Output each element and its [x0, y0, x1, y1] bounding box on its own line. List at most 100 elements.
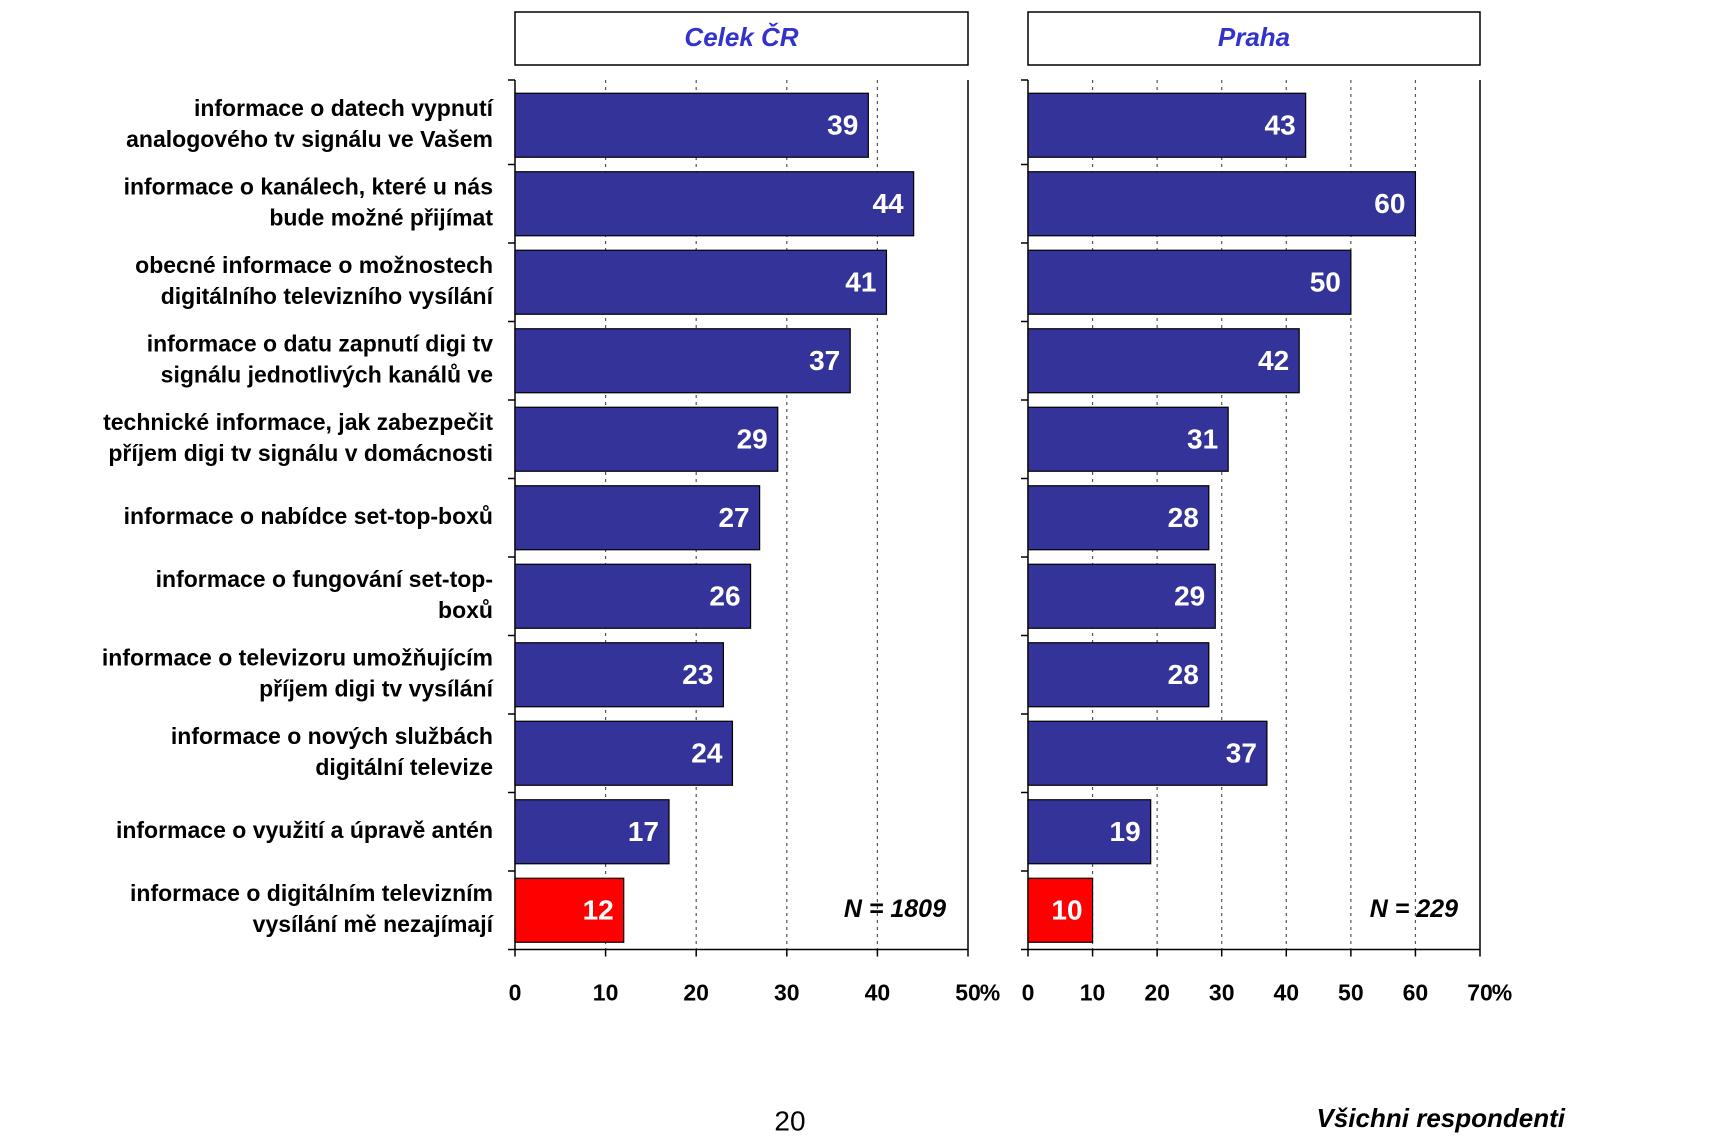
bar	[1027, 406, 1229, 472]
category-label-line: signálu jednotlivých kanálů ve	[161, 361, 493, 387]
x-tick-label: 30	[1209, 980, 1235, 1006]
x-tick-label: 40	[865, 980, 891, 1006]
x-tick-label: 10	[1080, 980, 1106, 1006]
value-label: 10	[1051, 895, 1082, 926]
value-label: 26	[709, 581, 740, 612]
category-label: informace o televizoru umožňujícím příjem…	[102, 644, 495, 701]
bar	[1027, 328, 1300, 394]
value-label: 44	[872, 188, 904, 219]
x-tick-label: 20	[1144, 980, 1170, 1006]
value-label: 27	[718, 502, 749, 533]
value-label: 42	[1258, 345, 1289, 376]
bar	[514, 485, 761, 551]
bar	[514, 563, 752, 629]
bar	[514, 799, 670, 865]
value-label: 60	[1374, 188, 1405, 219]
category-label: informace o kanálech, které u nás bude mo…	[124, 173, 494, 230]
value-label: 37	[809, 345, 840, 376]
category-label-line: informace o datu zapnutí digi tv	[147, 330, 494, 356]
value-label: 41	[845, 267, 876, 298]
x-tick-label: 50	[955, 980, 981, 1006]
value-label: 19	[1110, 816, 1141, 847]
x-tick-label: 20	[683, 980, 709, 1006]
category-label: obecné informace o možnostech digitálního…	[135, 252, 494, 309]
value-label: 23	[682, 659, 713, 690]
footer: Všichni respondenti	[1317, 1103, 1566, 1133]
bar	[1027, 92, 1307, 158]
category-label: informace o digitálním televizním vysílán…	[130, 880, 495, 937]
category-label-line: bude možné přijímat	[269, 204, 493, 230]
x-tick-label: 40	[1273, 980, 1299, 1006]
bar	[1027, 171, 1417, 237]
value-label: 37	[1226, 738, 1257, 769]
panel-title-box	[514, 11, 969, 66]
category-label-line: obecné informace o možnostech	[135, 252, 493, 278]
x-tick-label: 70	[1467, 980, 1493, 1006]
annotation: N = 229	[1370, 895, 1458, 923]
bar	[514, 249, 888, 315]
category-label: informace o datu zapnutí digi tv signálu …	[147, 330, 494, 387]
page-number: 20	[774, 1105, 805, 1136]
category-label: informace o nabídce set-top-boxů	[124, 503, 493, 529]
bar	[1027, 799, 1152, 865]
category-label-line: informace o digitálním televizním	[130, 880, 493, 906]
bar	[1027, 563, 1216, 629]
value-label: 28	[1168, 659, 1199, 690]
x-tick-label: 50	[1338, 980, 1364, 1006]
x-unit: %	[980, 980, 1000, 1006]
bar	[1027, 877, 1094, 943]
panel-title-box	[1027, 11, 1481, 66]
category-label-line: informace o využití a úpravě antén	[116, 817, 493, 843]
bar	[514, 720, 734, 786]
category-label-line: informace o televizoru umožňujícím	[102, 644, 493, 670]
value-label: 50	[1310, 267, 1341, 298]
x-tick-label: 0	[509, 980, 522, 1006]
x-tick-label: 30	[774, 980, 800, 1006]
category-label-line: příjem digi tv vysílání	[259, 675, 495, 701]
bar	[1027, 249, 1352, 315]
value-label: 43	[1265, 110, 1296, 141]
value-label: 28	[1168, 502, 1199, 533]
bar	[514, 877, 625, 943]
bar	[514, 92, 869, 158]
category-label-line: příjem digi tv signálu v domácnosti	[108, 440, 493, 466]
category-label-line: analogového tv signálu ve Vašem	[126, 126, 493, 152]
bar	[514, 328, 851, 394]
bar	[1027, 485, 1210, 551]
value-label: 24	[691, 738, 723, 769]
category-label-line: informace o nabídce set-top-boxů	[124, 503, 493, 529]
category-label-line: informace o kanálech, které u nás	[124, 173, 493, 199]
value-label: 31	[1187, 424, 1218, 455]
x-tick-label: 0	[1022, 980, 1035, 1006]
value-label: 39	[827, 110, 858, 141]
panel-title: Praha	[1218, 22, 1290, 52]
category-label-line: digitálního televizního vysílání	[161, 283, 495, 309]
category-label-line: technické informace, jak zabezpečit	[103, 409, 493, 435]
category-label-line: informace o nových službách	[171, 723, 493, 749]
annotation: N = 1809	[844, 895, 946, 923]
category-label-line: informace o fungování set-top-	[156, 566, 493, 592]
bar	[514, 406, 779, 472]
value-label: 12	[583, 895, 614, 926]
category-label: informace o využití a úpravě antén	[116, 817, 493, 843]
panel-title: Celek ČR	[684, 22, 798, 52]
bar	[514, 171, 915, 237]
x-tick-label: 10	[593, 980, 619, 1006]
category-label-line: informace o datech vypnutí	[194, 95, 495, 121]
category-label-line: vysílání mě nezajímají	[253, 911, 495, 937]
category-label-line: digitální televize	[315, 754, 493, 780]
value-label: 17	[628, 816, 659, 847]
category-label: informace o datech vypnutí analogového tv…	[126, 95, 494, 152]
category-label: technické informace, jak zabezpečit příje…	[103, 409, 493, 466]
bar	[514, 642, 724, 708]
x-tick-label: 60	[1403, 980, 1429, 1006]
bar	[1027, 642, 1210, 708]
category-label: informace o nových službách digitální tel…	[171, 723, 493, 780]
x-unit: %	[1492, 980, 1512, 1006]
category-label-line: boxů	[438, 597, 493, 623]
value-label: 29	[1174, 581, 1205, 612]
category-label: informace o fungování set-top-boxů	[156, 566, 493, 623]
value-label: 29	[737, 424, 768, 455]
bar	[1027, 720, 1268, 786]
